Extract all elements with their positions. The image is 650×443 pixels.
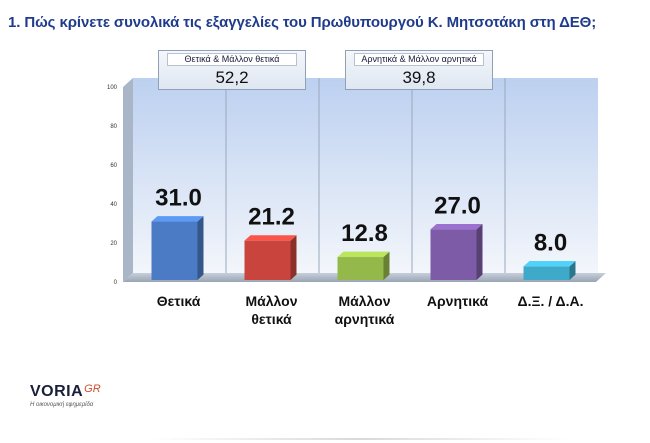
y-tick-label: 80	[110, 124, 117, 130]
x-category-label: Δ.Ξ. / Δ.Α.	[518, 293, 584, 309]
bar-value-label: 8.0	[534, 229, 567, 256]
logo-tagline: Η οικονομική εφημερίδα	[30, 402, 94, 408]
bar-front	[523, 266, 570, 280]
logo-suffix: GR	[84, 383, 101, 395]
bar-value-label: 12.8	[341, 220, 388, 247]
bar-front	[337, 257, 384, 280]
bar-top	[244, 235, 297, 241]
bar-top	[523, 261, 576, 267]
logo-name: VORIA	[30, 383, 84, 400]
y-tick-label: 20	[110, 241, 117, 247]
summary-box-positive: Θετικά & Μάλλον θετικά 52,2	[158, 50, 306, 90]
summary-box-negative: Αρνητικά & Μάλλον αρνητικά 39,8	[345, 50, 493, 90]
bar-value-label: 27.0	[434, 192, 481, 219]
page-title: 1. Πώς κρίνετε συνολικά τις εξαγγελίες τ…	[8, 14, 597, 31]
bar-side	[290, 235, 297, 280]
bar-front	[430, 229, 477, 280]
bar-side	[476, 223, 483, 280]
y-tick-label: 100	[107, 85, 118, 91]
bar-front	[151, 221, 198, 280]
y-tick-label: 0	[114, 280, 118, 286]
x-category-label: αρνητικά	[335, 311, 395, 327]
x-category-label: Μάλλον	[245, 293, 297, 309]
x-category-label: Μάλλον	[338, 293, 390, 309]
bar-side	[569, 261, 576, 280]
y-tick-label: 40	[110, 202, 117, 208]
bar-value-label: 21.2	[248, 204, 295, 231]
summary-value-negative: 39,8	[402, 68, 436, 87]
bar-side	[197, 216, 204, 280]
x-category-label: Θετικά	[157, 293, 201, 309]
summary-label-negative: Αρνητικά & Μάλλον αρνητικά	[354, 53, 484, 66]
y-tick-label: 60	[110, 163, 117, 169]
bottom-divider	[150, 438, 570, 440]
bar-top	[430, 223, 483, 230]
bar-side	[383, 251, 390, 280]
voria-logo: VORIAGR Η οικονομική εφημερίδα	[30, 383, 101, 408]
bar-top	[337, 251, 390, 258]
summary-value-positive: 52,2	[215, 68, 249, 87]
bar-front	[244, 240, 291, 280]
chart-side-wall	[123, 78, 133, 282]
chart-back-wall	[133, 78, 598, 273]
x-category-label: θετικά	[251, 311, 292, 327]
bar-top	[151, 216, 204, 222]
bar-value-label: 31.0	[155, 185, 202, 212]
x-category-label: Αρνητικά	[427, 293, 489, 309]
summary-label-positive: Θετικά & Μάλλον θετικά	[167, 53, 297, 66]
